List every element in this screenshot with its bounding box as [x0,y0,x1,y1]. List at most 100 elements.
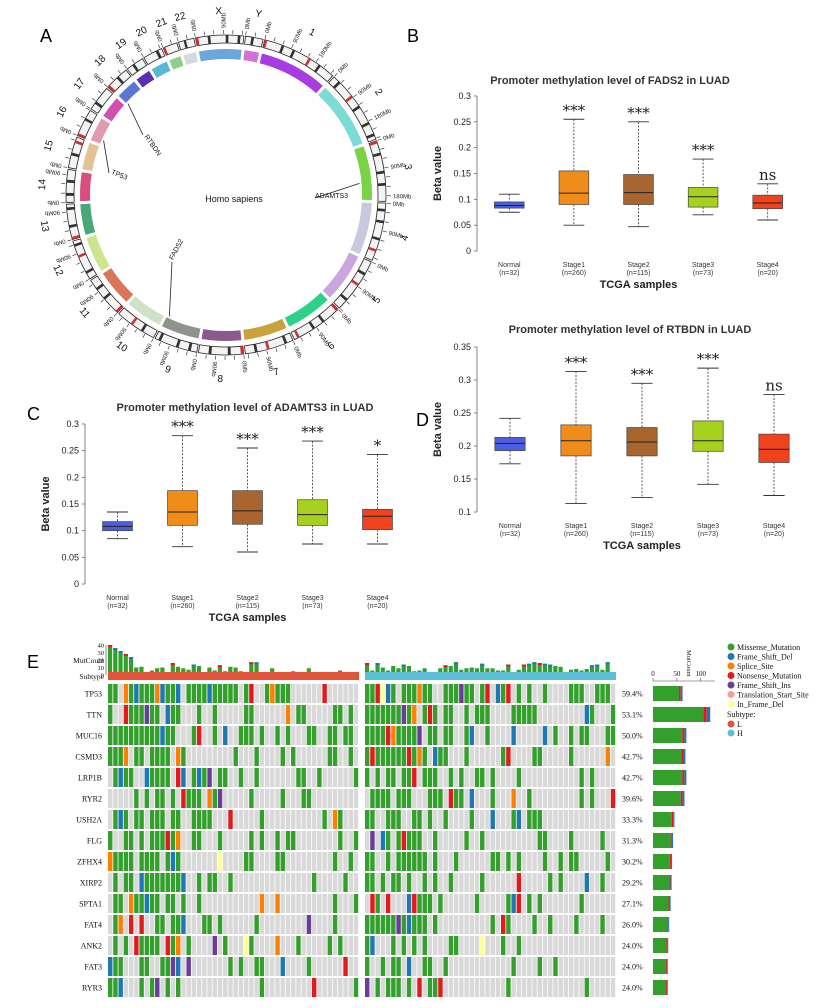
mutcount-bar [532,662,537,675]
y-axis-label: Beta value [40,476,52,531]
oncoplot-cell [605,726,610,745]
oncoplot-cell [542,810,548,829]
oncoplot-cell [448,684,454,703]
oncoplot-cell [155,726,160,745]
side-bar [653,959,667,974]
tick-label: 0Mb [245,17,253,30]
oncoplot-cell [516,831,522,850]
oncoplot-cell [332,852,338,871]
oncoplot-cell [385,831,391,850]
gene-pointer [168,261,173,317]
oncoplot-cell [217,957,223,976]
oncoplot-cell [385,768,391,787]
oncoplot-cell [412,852,417,871]
oncoplot-cell [123,810,129,829]
oncoplot-cell [385,894,391,913]
oncoplot-cell [610,978,616,997]
oncoplot-cell [401,831,407,850]
oncoplot-cell [296,726,301,745]
oncoplot-cell [527,789,532,808]
oncoplot-cell [165,936,170,955]
oncoplot-cell [207,852,212,871]
cytoband [66,206,75,211]
tick-mark [376,136,381,139]
oncoplot-cell [438,915,443,934]
side-bar-segment [684,728,687,743]
cytoband [95,283,104,291]
gene-row-percent: 30.2% [622,858,643,867]
cytoband [253,343,258,353]
oncoplot-cell [149,810,155,829]
tick-mark [367,270,372,273]
oncoplot-cell [432,873,438,892]
tick-mark [331,69,335,74]
oncoplot-cell [553,957,558,976]
oncoplot-cell [579,915,584,934]
mutcount-bar [380,667,385,675]
oncoplot-cell [259,810,265,829]
oncoplot-cell [443,831,448,850]
oncoplot-cell [527,684,532,703]
oncoplot-cell [595,789,600,808]
oncoplot-cell [311,831,317,850]
oncoplot-cell [118,915,123,934]
oncoplot-cell [396,915,401,934]
oncoplot-cell [301,810,306,829]
mutcount-bar-segment [254,662,259,665]
oncoplot-cell [202,873,207,892]
mutcount-bar [480,663,485,675]
cytoband [237,35,241,44]
oncoplot-cell [311,936,317,955]
y-tick-label: 0.25 [453,408,471,418]
oncoplot-cell [438,768,443,787]
oncoplot-cell [233,852,238,871]
oncoplot-cell [301,894,306,913]
oncoplot-cell [291,831,296,850]
mutcount-bar [453,662,459,675]
oncoplot-cell [542,936,548,955]
oncoplot-cell [385,705,391,724]
cytoband [85,267,94,274]
y-tick-label: 0.15 [453,474,471,484]
oncoplot-cell [412,768,417,787]
oncoplot-cell [459,768,464,787]
oncoplot-cell [139,684,144,703]
oncoplot-cell [128,831,134,850]
oncoplot-cell [306,873,312,892]
oncoplot-cell [108,810,113,829]
oncoplot-cell [401,894,407,913]
oncoplot-cell [600,831,605,850]
tick-mark [97,90,102,94]
oncoplot-cell [406,726,412,745]
oncoplot-cell [453,726,459,745]
oncoplot-cell [453,852,459,871]
oncoplot-cell [579,684,584,703]
oncoplot-cell [589,705,595,724]
oncoplot-cell [480,747,485,766]
oncoplot-cell [401,915,407,934]
oncoplot-cell [280,978,286,997]
oncoplot-cell [155,915,160,934]
oncoplot-cell [464,810,469,829]
oncoplot-cell [563,726,569,745]
oncoplot-cell [584,873,590,892]
tick-mark [80,115,85,119]
side-bar-segment [666,959,667,974]
oncoplot-cell [223,684,228,703]
oncoplot-cell [370,894,375,913]
oncoplot-cell [327,915,333,934]
tick-label: 90Mb [210,361,217,377]
oncoplot-cell [595,978,600,997]
oncoplot-cell [123,957,129,976]
oncoplot-cell [291,747,296,766]
oncoplot-cell [542,768,548,787]
oncoplot-cell [134,726,139,745]
oncoplot-cell [296,852,301,871]
mutcount-bar [485,668,490,675]
category-label: Stage3 [301,595,323,602]
oncoplot-cell [306,978,312,997]
legend-label: Frame_Shift_Ins [737,681,791,690]
oncoplot-cell [490,957,495,976]
oncoplot-cell [610,810,616,829]
